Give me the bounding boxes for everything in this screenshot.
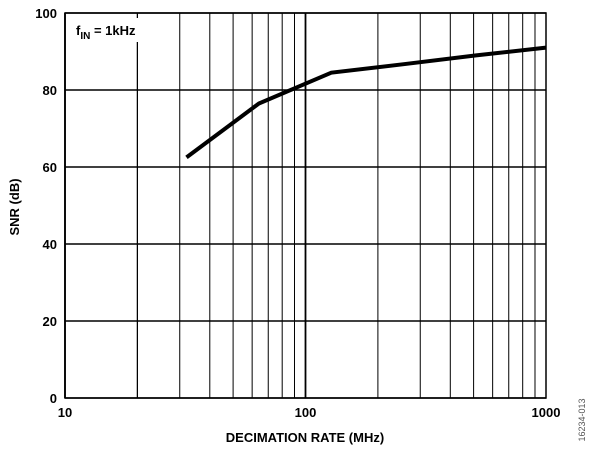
x-tick-labels: 10 100 1000 (58, 405, 561, 420)
series-group (185, 45, 547, 160)
y-tick-label-0: 0 (50, 391, 57, 406)
x-axis-label: DECIMATION RATE (MHz) (226, 430, 384, 445)
annotation-fin: fIN = 1kHz (76, 23, 136, 42)
y-tick-label-60: 60 (43, 160, 57, 175)
x-tick-label-10: 10 (58, 405, 72, 420)
annotation-subscript: IN (80, 31, 90, 42)
y-tick-labels: 0 20 40 60 80 100 (35, 6, 57, 406)
y-tick-label-20: 20 (43, 314, 57, 329)
figure-id: 16234-013 (577, 398, 587, 441)
annotation-rest: = 1kHz (90, 23, 136, 38)
y-axis-label: SNR (dB) (7, 178, 22, 235)
y-tick-label-100: 100 (35, 6, 57, 21)
annotation-f: f (76, 23, 81, 38)
x-tick-label-100: 100 (295, 405, 317, 420)
plot-frame (64, 12, 547, 399)
grid-lines (64, 12, 546, 399)
x-tick-label-1000: 1000 (532, 405, 561, 420)
y-tick-label-40: 40 (43, 237, 57, 252)
annotation-backdrop (70, 18, 154, 42)
y-tick-label-80: 80 (43, 83, 57, 98)
series-line (185, 45, 547, 160)
